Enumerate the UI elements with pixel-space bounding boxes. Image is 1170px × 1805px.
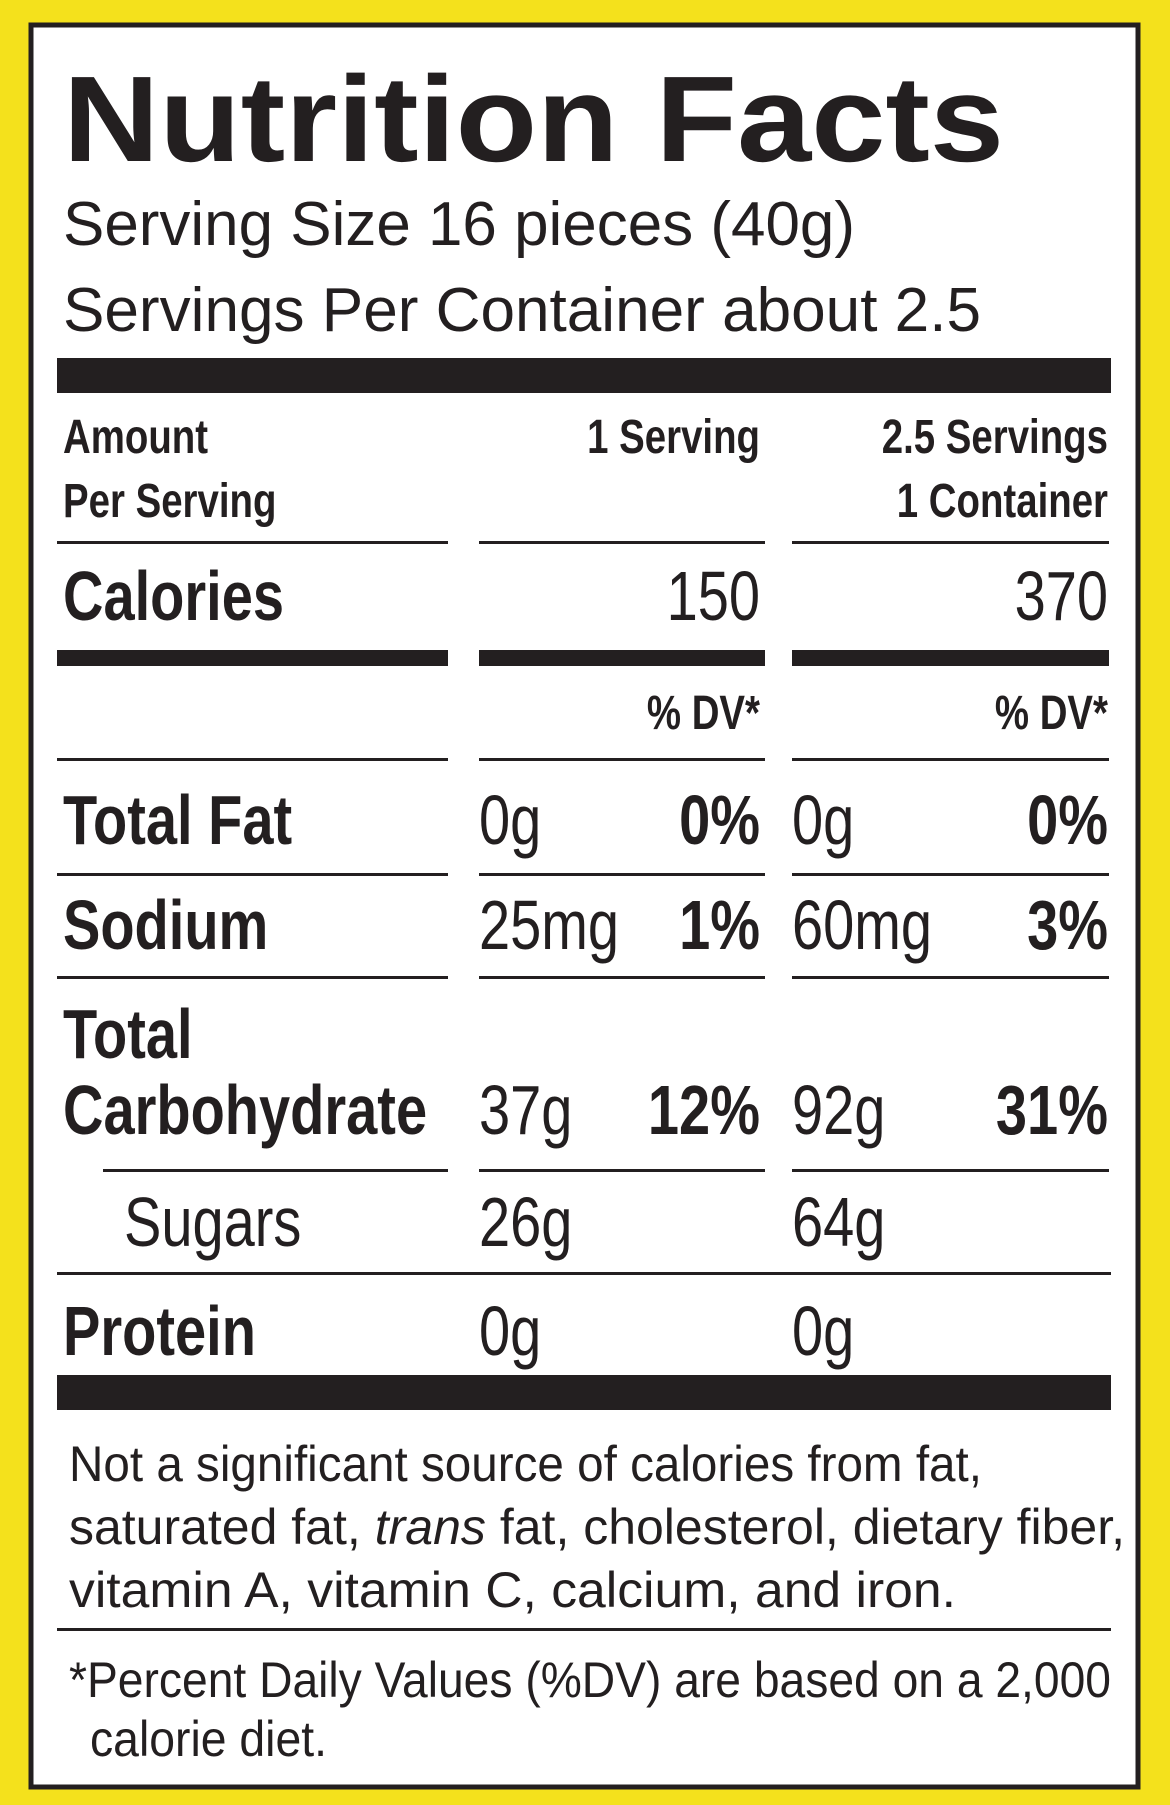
serving-size: Serving Size 16 pieces (40g) [63, 190, 855, 259]
calories-label: Calories [63, 557, 284, 635]
nutrient-amount: 26g [479, 1183, 572, 1261]
nutrient-name: Sugars [124, 1183, 301, 1261]
medium-rule [479, 650, 765, 666]
thin-rule [479, 541, 765, 544]
nutrient-name: Carbohydrate [63, 1071, 427, 1149]
nutrient-dv: 12% [648, 1071, 760, 1149]
column-rules [57, 541, 1111, 1275]
thin-rule [57, 758, 448, 761]
thin-rule [57, 1628, 1111, 1631]
footnote-text: vitamin A, vitamin C, calcium, and iron. [69, 1562, 956, 1618]
thin-rule [57, 1272, 1111, 1275]
footnote-line: vitamin A, vitamin C, calcium, and iron. [69, 1562, 956, 1618]
thin-rule [792, 976, 1109, 979]
nutrient-dv: 31% [996, 1071, 1108, 1149]
daily-value-note: calorie diet. [90, 1711, 327, 1767]
nutrient-dv: 0% [679, 781, 760, 859]
thin-rule [57, 541, 448, 544]
footnote-text: saturated fat, [69, 1499, 361, 1555]
nutrient-amount: 60mg [792, 886, 932, 964]
nutrient-amount: 37g [479, 1071, 572, 1149]
thin-rule [479, 976, 765, 979]
dv-head: % DV* [995, 687, 1108, 740]
column-head: 2.5 Servings [882, 411, 1108, 464]
label-panel [28, 22, 1141, 1790]
thin-rule [479, 758, 765, 761]
dv-head: % DV* [647, 687, 760, 740]
nutrient-amount: 92g [792, 1071, 885, 1149]
column-head: Per Serving [63, 475, 276, 528]
footnote-line: saturated fat, trans fat, cholesterol, die… [69, 1499, 1125, 1555]
medium-rule [57, 650, 448, 666]
nutrient-amount: 0g [479, 781, 541, 859]
column-head: Amount [63, 411, 208, 464]
nutrient-amount: 0g [792, 1292, 854, 1370]
nutrient-name: Total Fat [63, 781, 292, 859]
medium-rule [792, 650, 1109, 666]
nutrient-dv: 3% [1027, 886, 1108, 964]
thin-rule [792, 1169, 1109, 1172]
thin-rule [479, 873, 765, 876]
nutrient-name: Protein [63, 1292, 256, 1370]
thin-rule [103, 1169, 448, 1172]
nutrient-dv: 0% [1027, 781, 1108, 859]
thin-rule [57, 976, 448, 979]
thin-rule [57, 873, 448, 876]
nutrient-dv: 1% [679, 886, 760, 964]
calories-value: 150 [667, 557, 760, 635]
thick-rule [57, 358, 1111, 393]
column-head: 1 Container [897, 475, 1108, 528]
footnote-text: fat, cholesterol, dietary fiber, [500, 1499, 1125, 1555]
thin-rule [792, 758, 1109, 761]
nutrient-amount: 64g [792, 1183, 885, 1261]
calories-value: 370 [1015, 557, 1108, 635]
nutrient-amount: 0g [479, 1292, 541, 1370]
thin-rule [792, 541, 1109, 544]
nutrient-amount: 0g [792, 781, 854, 859]
footnote-text: Not a significant source of calories fro… [69, 1436, 982, 1492]
thin-rule [479, 1169, 765, 1172]
nutrient-name: Total [63, 995, 193, 1073]
footnote-line: Not a significant source of calories fro… [69, 1436, 982, 1492]
title: Nutrition Facts [63, 51, 1004, 187]
nutrient-amount: 25mg [479, 886, 619, 964]
nutrient-name: Sodium [63, 886, 268, 964]
column-head: 1 Serving [587, 411, 760, 464]
footnote-italic: trans [375, 1499, 486, 1555]
servings-per-container: Servings Per Container about 2.5 [63, 276, 981, 345]
thick-rule [57, 1375, 1111, 1410]
daily-value-note: *Percent Daily Values (%DV) are based on… [69, 1652, 1111, 1708]
thin-rule [792, 873, 1109, 876]
